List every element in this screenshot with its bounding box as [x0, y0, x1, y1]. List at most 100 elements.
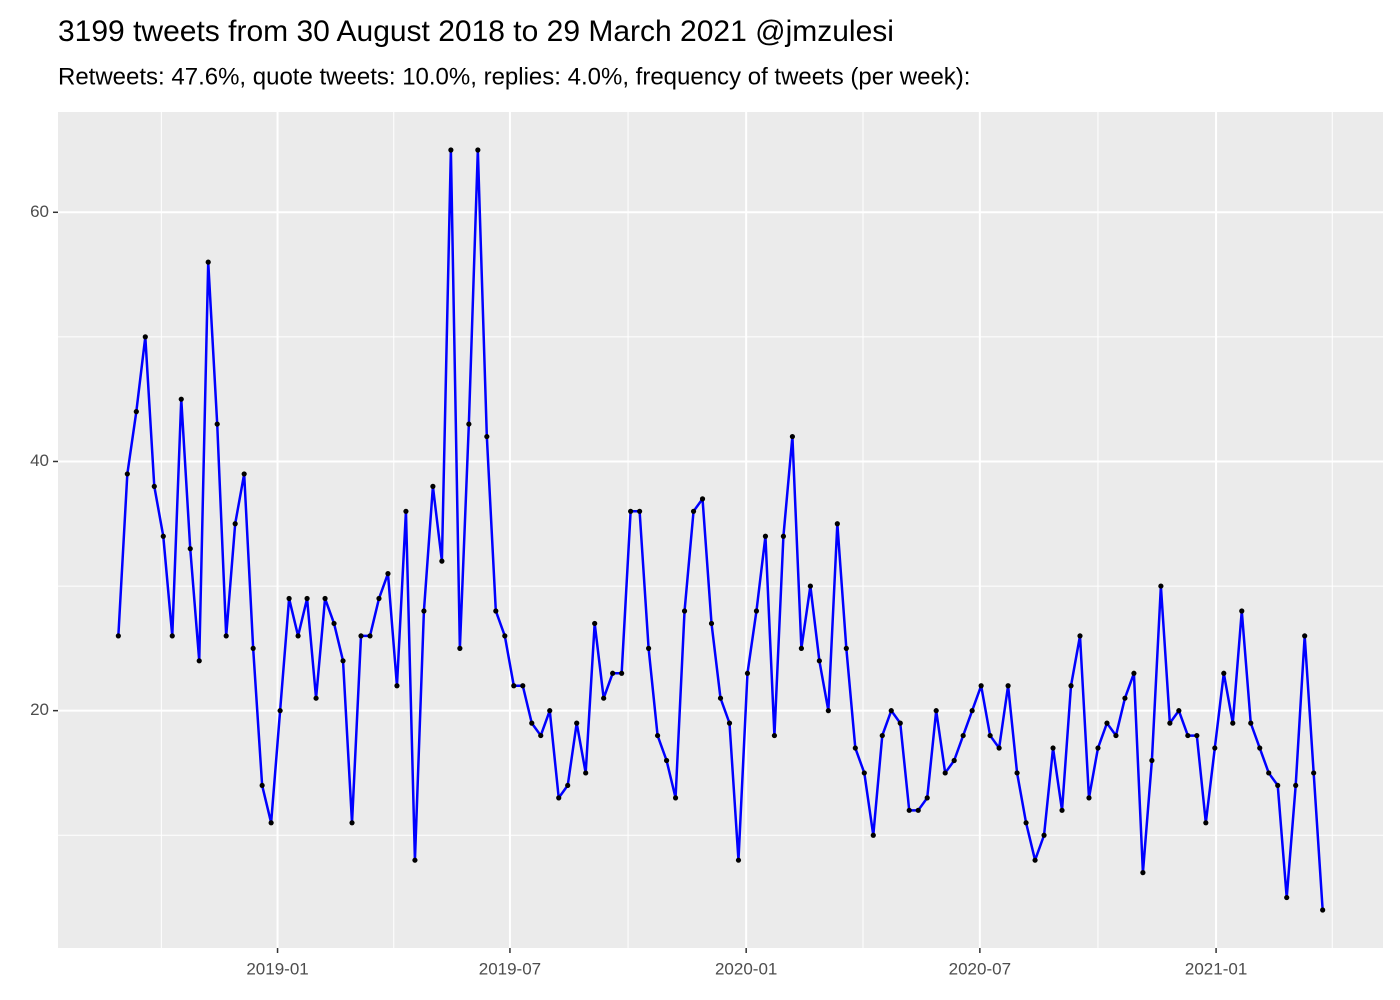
- data-point: [520, 683, 526, 689]
- chart-subtitle: Retweets: 47.6%, quote tweets: 10.0%, re…: [58, 63, 970, 90]
- data-point: [933, 708, 939, 714]
- data-point: [789, 433, 795, 440]
- data-point: [385, 571, 391, 577]
- data-point: [1311, 770, 1317, 776]
- data-point: [628, 508, 634, 514]
- data-point: [744, 670, 751, 676]
- data-point: [897, 720, 903, 726]
- data-point: [654, 732, 661, 739]
- data-point: [115, 633, 121, 639]
- data-point: [430, 483, 436, 489]
- data-point: [178, 396, 184, 402]
- data-point: [313, 695, 319, 701]
- data-point: [583, 770, 589, 776]
- data-point: [214, 421, 220, 427]
- data-point: [807, 583, 813, 589]
- data-point: [942, 770, 948, 776]
- data-point: [1077, 633, 1083, 639]
- data-point: [969, 708, 975, 714]
- data-point: [762, 533, 769, 539]
- data-point: [1158, 583, 1164, 589]
- data-point: [457, 645, 463, 651]
- data-point: [439, 558, 445, 564]
- data-point: [610, 670, 616, 676]
- data-point: [556, 795, 562, 801]
- data-point: [475, 147, 481, 153]
- data-point: [241, 471, 247, 477]
- data-point: [915, 807, 921, 813]
- data-point: [421, 608, 427, 614]
- data-point: [169, 633, 175, 639]
- data-point: [960, 732, 966, 739]
- data-point: [1167, 720, 1173, 726]
- y-tick-label: 40: [30, 451, 49, 470]
- data-point: [726, 720, 733, 726]
- data-point: [834, 521, 840, 527]
- data-point: [142, 334, 148, 340]
- data-point: [376, 595, 382, 602]
- data-point: [1050, 745, 1056, 751]
- data-point: [160, 533, 166, 539]
- data-point: [861, 770, 867, 776]
- data-point: [322, 595, 328, 602]
- data-point: [780, 533, 787, 539]
- data-point: [672, 795, 679, 801]
- data-point: [547, 708, 553, 714]
- data-point: [358, 633, 364, 639]
- data-point: [403, 508, 409, 514]
- data-point: [771, 732, 778, 739]
- data-point: [1086, 795, 1092, 801]
- data-point: [816, 658, 822, 664]
- data-point: [1059, 807, 1065, 813]
- data-point: [124, 471, 130, 477]
- data-point: [232, 521, 238, 527]
- data-point: [1131, 670, 1137, 676]
- data-point: [1140, 870, 1146, 876]
- data-point: [1032, 857, 1038, 863]
- data-point: [1248, 720, 1254, 726]
- data-point: [825, 708, 831, 714]
- data-point: [1239, 608, 1245, 614]
- data-point: [493, 608, 499, 614]
- data-point: [565, 782, 571, 789]
- data-point: [277, 708, 283, 714]
- data-point: [1266, 770, 1272, 776]
- data-point: [538, 732, 544, 739]
- data-point: [619, 670, 625, 676]
- data-point: [852, 745, 858, 751]
- plot-panel: [58, 112, 1383, 948]
- data-point: [250, 645, 256, 651]
- y-tick-label: 60: [30, 202, 49, 221]
- data-point: [996, 745, 1002, 751]
- data-point: [295, 633, 301, 639]
- data-point: [1068, 683, 1074, 689]
- data-point: [1293, 782, 1299, 789]
- data-point: [708, 620, 715, 627]
- data-point: [1284, 894, 1290, 901]
- data-point: [367, 633, 373, 639]
- data-point: [843, 645, 849, 651]
- data-point: [304, 595, 310, 602]
- data-point: [690, 508, 697, 514]
- data-point: [133, 409, 139, 415]
- x-tick-label: 2020-07: [949, 959, 1011, 978]
- data-point: [1257, 745, 1263, 751]
- data-point: [879, 732, 885, 739]
- data-point: [1113, 732, 1119, 739]
- x-tick-label: 2020-01: [715, 959, 777, 978]
- data-point: [1104, 720, 1110, 726]
- data-point: [601, 695, 607, 701]
- data-point: [1185, 732, 1191, 739]
- data-point: [574, 720, 580, 726]
- data-point: [1203, 820, 1209, 826]
- data-point: [1149, 757, 1155, 764]
- data-point: [1212, 745, 1218, 751]
- data-point: [286, 595, 292, 602]
- data-point: [987, 732, 993, 739]
- data-point: [331, 620, 337, 627]
- data-point: [394, 683, 400, 689]
- data-point: [1005, 683, 1011, 689]
- data-point: [1041, 832, 1047, 838]
- data-point: [187, 546, 193, 552]
